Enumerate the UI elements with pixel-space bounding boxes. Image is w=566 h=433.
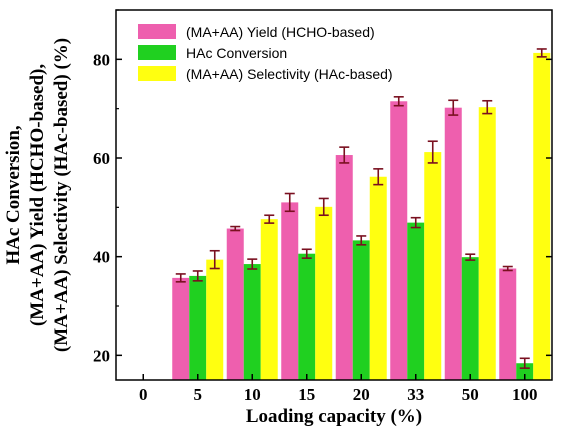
error-bar (230, 225, 241, 232)
error-bar (519, 357, 530, 369)
bar (533, 52, 551, 381)
error-bar (536, 48, 547, 58)
bar (260, 219, 278, 380)
x-tick-label: 50 (462, 385, 479, 404)
bar (499, 268, 517, 380)
y-axis-label-line: (MA+AA) Yield (HCHO-based), (27, 64, 48, 326)
x-axis: 0 5 10 15 20 33 50 100 (139, 374, 538, 404)
y-axis-label-line: HAc Conversion, (3, 125, 24, 265)
error-bar (284, 192, 295, 213)
error-bar (427, 140, 438, 164)
x-tick-label: 15 (298, 385, 315, 404)
y-axis: 20 40 60 80 (93, 9, 552, 365)
error-bars-layer (175, 48, 547, 369)
legend-swatch (138, 66, 176, 81)
bar (281, 202, 299, 380)
error-bar (301, 248, 312, 259)
bar (478, 107, 496, 380)
bar (335, 155, 353, 380)
legend-label: HAc Conversion (186, 45, 287, 61)
bar (390, 101, 408, 381)
bar (369, 176, 387, 380)
error-bar (209, 249, 220, 270)
x-axis-label: Loading capacity (%) (246, 406, 422, 427)
error-bar (465, 253, 476, 261)
bars-layer (172, 52, 551, 381)
y-tick-label: 40 (93, 248, 110, 267)
x-tick-label: 100 (512, 385, 538, 404)
error-bar (393, 96, 404, 107)
error-bar (192, 270, 203, 282)
bar (226, 228, 244, 380)
legend-entry: (MA+AA) Yield (HCHO-based) (138, 24, 375, 40)
error-bar (356, 235, 367, 246)
error-bar (373, 168, 384, 186)
y-axis-label-line: (MA+AA) Selectivity (HAc-based) (%) (51, 38, 72, 352)
bar (243, 264, 261, 380)
y-tick-label: 60 (93, 149, 110, 168)
y-tick-label: 80 (93, 50, 110, 69)
bar (172, 277, 190, 380)
bar (407, 222, 425, 380)
x-tick-label: 20 (353, 385, 370, 404)
plot-frame (115, 9, 553, 381)
error-bar (502, 265, 513, 272)
bar (298, 253, 316, 380)
error-bar (410, 216, 421, 229)
bar (315, 206, 333, 380)
bar (461, 257, 479, 380)
y-tick-label: 20 (93, 346, 110, 365)
error-bar (264, 214, 275, 224)
legend-entry: (MA+AA) Selectivity (HAc-based) (138, 66, 393, 82)
legend-entry: HAc Conversion (138, 45, 287, 61)
bar (444, 107, 462, 381)
error-bar (339, 146, 350, 164)
bar (206, 259, 224, 380)
x-tick-label: 5 (194, 385, 203, 404)
legend-swatch (138, 24, 176, 39)
x-tick-label: 10 (244, 385, 261, 404)
error-bar (318, 197, 329, 217)
error-bar (247, 258, 258, 270)
error-bar (175, 273, 186, 283)
bar (189, 275, 207, 380)
error-bar (448, 99, 459, 116)
y-axis-label: HAc Conversion, (MA+AA) Yield (HCHO-based… (3, 38, 72, 352)
error-bar (482, 99, 493, 115)
bar (424, 152, 442, 380)
legend-label: (MA+AA) Yield (HCHO-based) (186, 24, 375, 40)
x-tick-label: 33 (407, 385, 424, 404)
legend-label: (MA+AA) Selectivity (HAc-based) (186, 66, 393, 82)
legend: (MA+AA) Yield (HCHO-based) HAc Conversion… (138, 24, 393, 82)
bar (352, 240, 370, 380)
x-tick-label: 0 (139, 385, 148, 404)
legend-swatch (138, 45, 176, 60)
